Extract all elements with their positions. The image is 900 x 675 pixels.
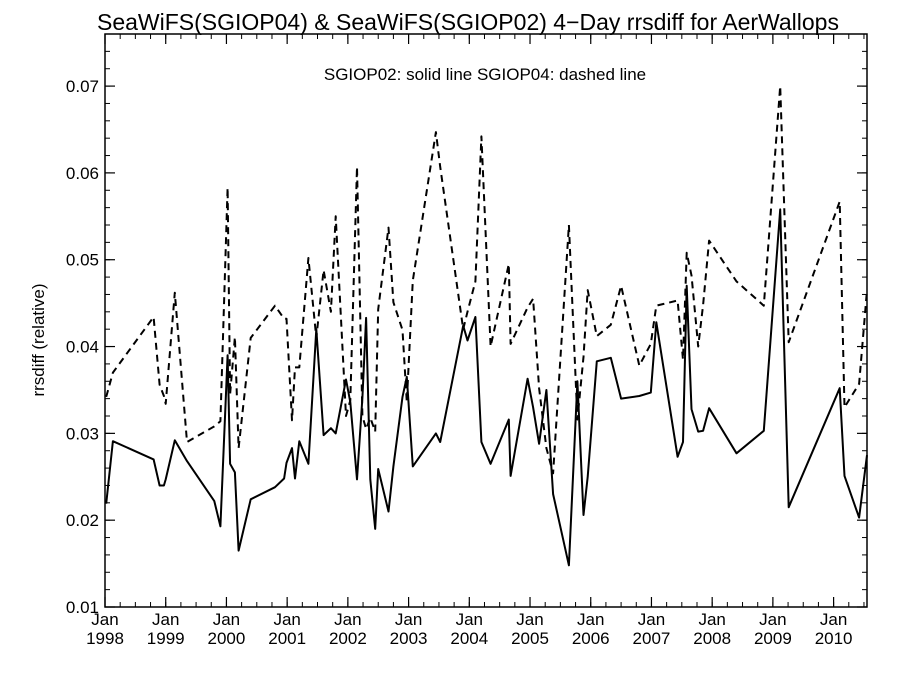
y-tick-label: 0.05 [66,251,99,270]
x-tick-year: 2008 [693,629,731,648]
x-tick-month: Jan [577,610,604,629]
x-tick-year: 2002 [329,629,367,648]
x-tick-year: 2001 [268,629,306,648]
x-tick-year: 2007 [633,629,671,648]
y-tick-label: 0.03 [66,424,99,443]
plot-frame [104,33,868,608]
x-tick-month: Jan [820,610,847,629]
x-tick-month: Jan [698,610,725,629]
x-tick-month: Jan [395,610,422,629]
chart-title: SeaWiFS(SGIOP04) & SeaWiFS(SGIOP02) 4−Da… [97,9,839,35]
x-tick-month: Jan [456,610,483,629]
x-tick-month: Jan [273,610,300,629]
x-tick-month: Jan [91,610,118,629]
legend-note: SGIOP02: solid line SGIOP04: dashed line [324,65,646,84]
x-tick-year: 2000 [208,629,246,648]
y-axis-label: rrsdiff (relative) [29,283,48,396]
x-tick-year: 1999 [147,629,185,648]
x-tick-year: 2009 [754,629,792,648]
y-tick-label: 0.07 [66,77,99,96]
x-tick-month: Jan [152,610,179,629]
y-tick-label: 0.04 [66,338,99,357]
x-axis: Jan1998Jan1999Jan2000Jan2001Jan2002Jan20… [86,34,865,648]
x-tick-month: Jan [759,610,786,629]
x-tick-year: 2010 [815,629,853,648]
y-tick-label: 0.01 [66,598,99,617]
x-tick-month: Jan [516,610,543,629]
y-axis: 0.01 0.02 0.03 0.04 0.05 0.06 0.07 [66,33,867,617]
series-line-sgiop04 [105,85,868,475]
x-tick-month: Jan [638,610,665,629]
x-tick-year: 1998 [86,629,124,648]
x-tick-year: 2005 [511,629,549,648]
y-tick-label: 0.06 [66,164,99,183]
x-tick-year: 2004 [450,629,488,648]
series-line-sgiop02 [105,208,868,567]
x-tick-year: 2003 [390,629,428,648]
series-layer [105,85,868,567]
x-tick-month: Jan [213,610,240,629]
x-tick-month: Jan [334,610,361,629]
x-tick-year: 2006 [572,629,610,648]
y-tick-label: 0.02 [66,511,99,530]
